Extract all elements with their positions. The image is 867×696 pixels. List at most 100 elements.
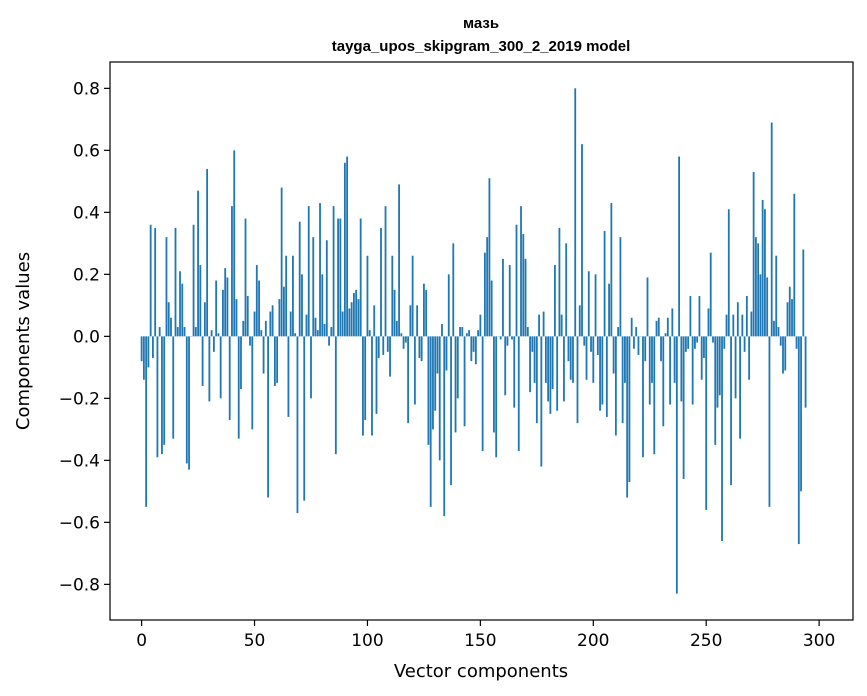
bar: [420, 336, 423, 362]
bar: [425, 289, 428, 337]
bar: [249, 336, 251, 346]
bar: [786, 302, 789, 337]
bar: [273, 336, 276, 386]
bar: [551, 336, 554, 390]
bar: [481, 336, 484, 452]
bar: [520, 206, 522, 337]
bar: [705, 336, 708, 510]
bar: [454, 336, 457, 433]
bar: [748, 336, 751, 380]
bar: [644, 336, 647, 362]
x-tick-label: 300: [803, 631, 835, 651]
bar: [242, 320, 245, 337]
bar: [614, 336, 617, 436]
bar: [734, 336, 737, 399]
bar: [596, 336, 599, 355]
bar: [432, 336, 434, 430]
bar: [642, 336, 644, 458]
bar: [624, 336, 626, 383]
bar: [264, 320, 267, 337]
bar: [235, 299, 238, 337]
bar: [553, 265, 556, 337]
bar: [522, 234, 525, 337]
bar: [161, 336, 163, 455]
bar: [635, 327, 638, 337]
bar: [217, 333, 220, 337]
bar: [621, 336, 624, 424]
bar: [739, 336, 741, 439]
bar: [237, 336, 240, 439]
bar: [382, 336, 385, 355]
bar: [418, 336, 421, 359]
bar: [246, 296, 249, 337]
bar: [240, 336, 242, 390]
bar: [517, 336, 520, 452]
bar: [657, 317, 660, 337]
bar: [698, 296, 701, 337]
bar: [409, 305, 412, 337]
bar: [380, 227, 382, 337]
bar: [330, 327, 333, 337]
bar: [730, 336, 732, 486]
bar: [712, 336, 714, 343]
bar: [581, 144, 583, 337]
bar: [353, 292, 355, 337]
bar: [427, 336, 430, 445]
bar: [208, 336, 211, 402]
bar: [775, 255, 778, 337]
bar: [305, 314, 308, 337]
bar: [782, 336, 784, 374]
bar: [215, 280, 218, 337]
bar: [172, 336, 175, 439]
bar: [413, 336, 416, 405]
bar: [669, 336, 671, 405]
bar: [608, 283, 610, 337]
bar: [716, 336, 719, 408]
bar: [404, 336, 407, 343]
bar: [323, 323, 326, 337]
bar: [524, 258, 527, 337]
bar: [508, 265, 511, 337]
bar: [285, 255, 288, 337]
bar: [773, 320, 775, 337]
bar: [617, 327, 620, 337]
chart-title: мазь: [463, 15, 499, 32]
bar: [560, 314, 563, 337]
bar: [339, 218, 342, 337]
bar: [578, 305, 581, 337]
bar: [260, 330, 263, 337]
bar: [441, 323, 443, 337]
bar: [804, 336, 807, 408]
bar: [664, 333, 667, 337]
bar: [684, 336, 687, 352]
y-tick-label: 0.0: [73, 327, 100, 347]
bar: [556, 336, 559, 411]
bar: [226, 277, 229, 337]
x-tick-label: 200: [577, 631, 609, 651]
bar: [325, 240, 328, 337]
bar: [563, 336, 565, 402]
bar: [626, 336, 629, 498]
bar: [678, 156, 681, 337]
bar: [316, 330, 319, 337]
bar: [287, 336, 290, 417]
bar: [630, 317, 633, 337]
bar: [538, 314, 540, 337]
bar: [725, 314, 728, 337]
bar: [142, 336, 145, 380]
bar: [673, 336, 676, 383]
bar: [700, 336, 703, 380]
bar: [610, 203, 613, 337]
bar: [185, 336, 188, 464]
y-tick-label: 0.8: [73, 79, 100, 99]
bar: [628, 336, 631, 483]
bar: [183, 327, 186, 337]
bar: [793, 193, 796, 337]
bar: [140, 336, 143, 362]
bar: [402, 336, 405, 349]
bar: [366, 255, 369, 337]
bar: [416, 305, 419, 337]
bar: [633, 336, 635, 349]
bar: [456, 336, 459, 399]
bar: [294, 333, 297, 337]
